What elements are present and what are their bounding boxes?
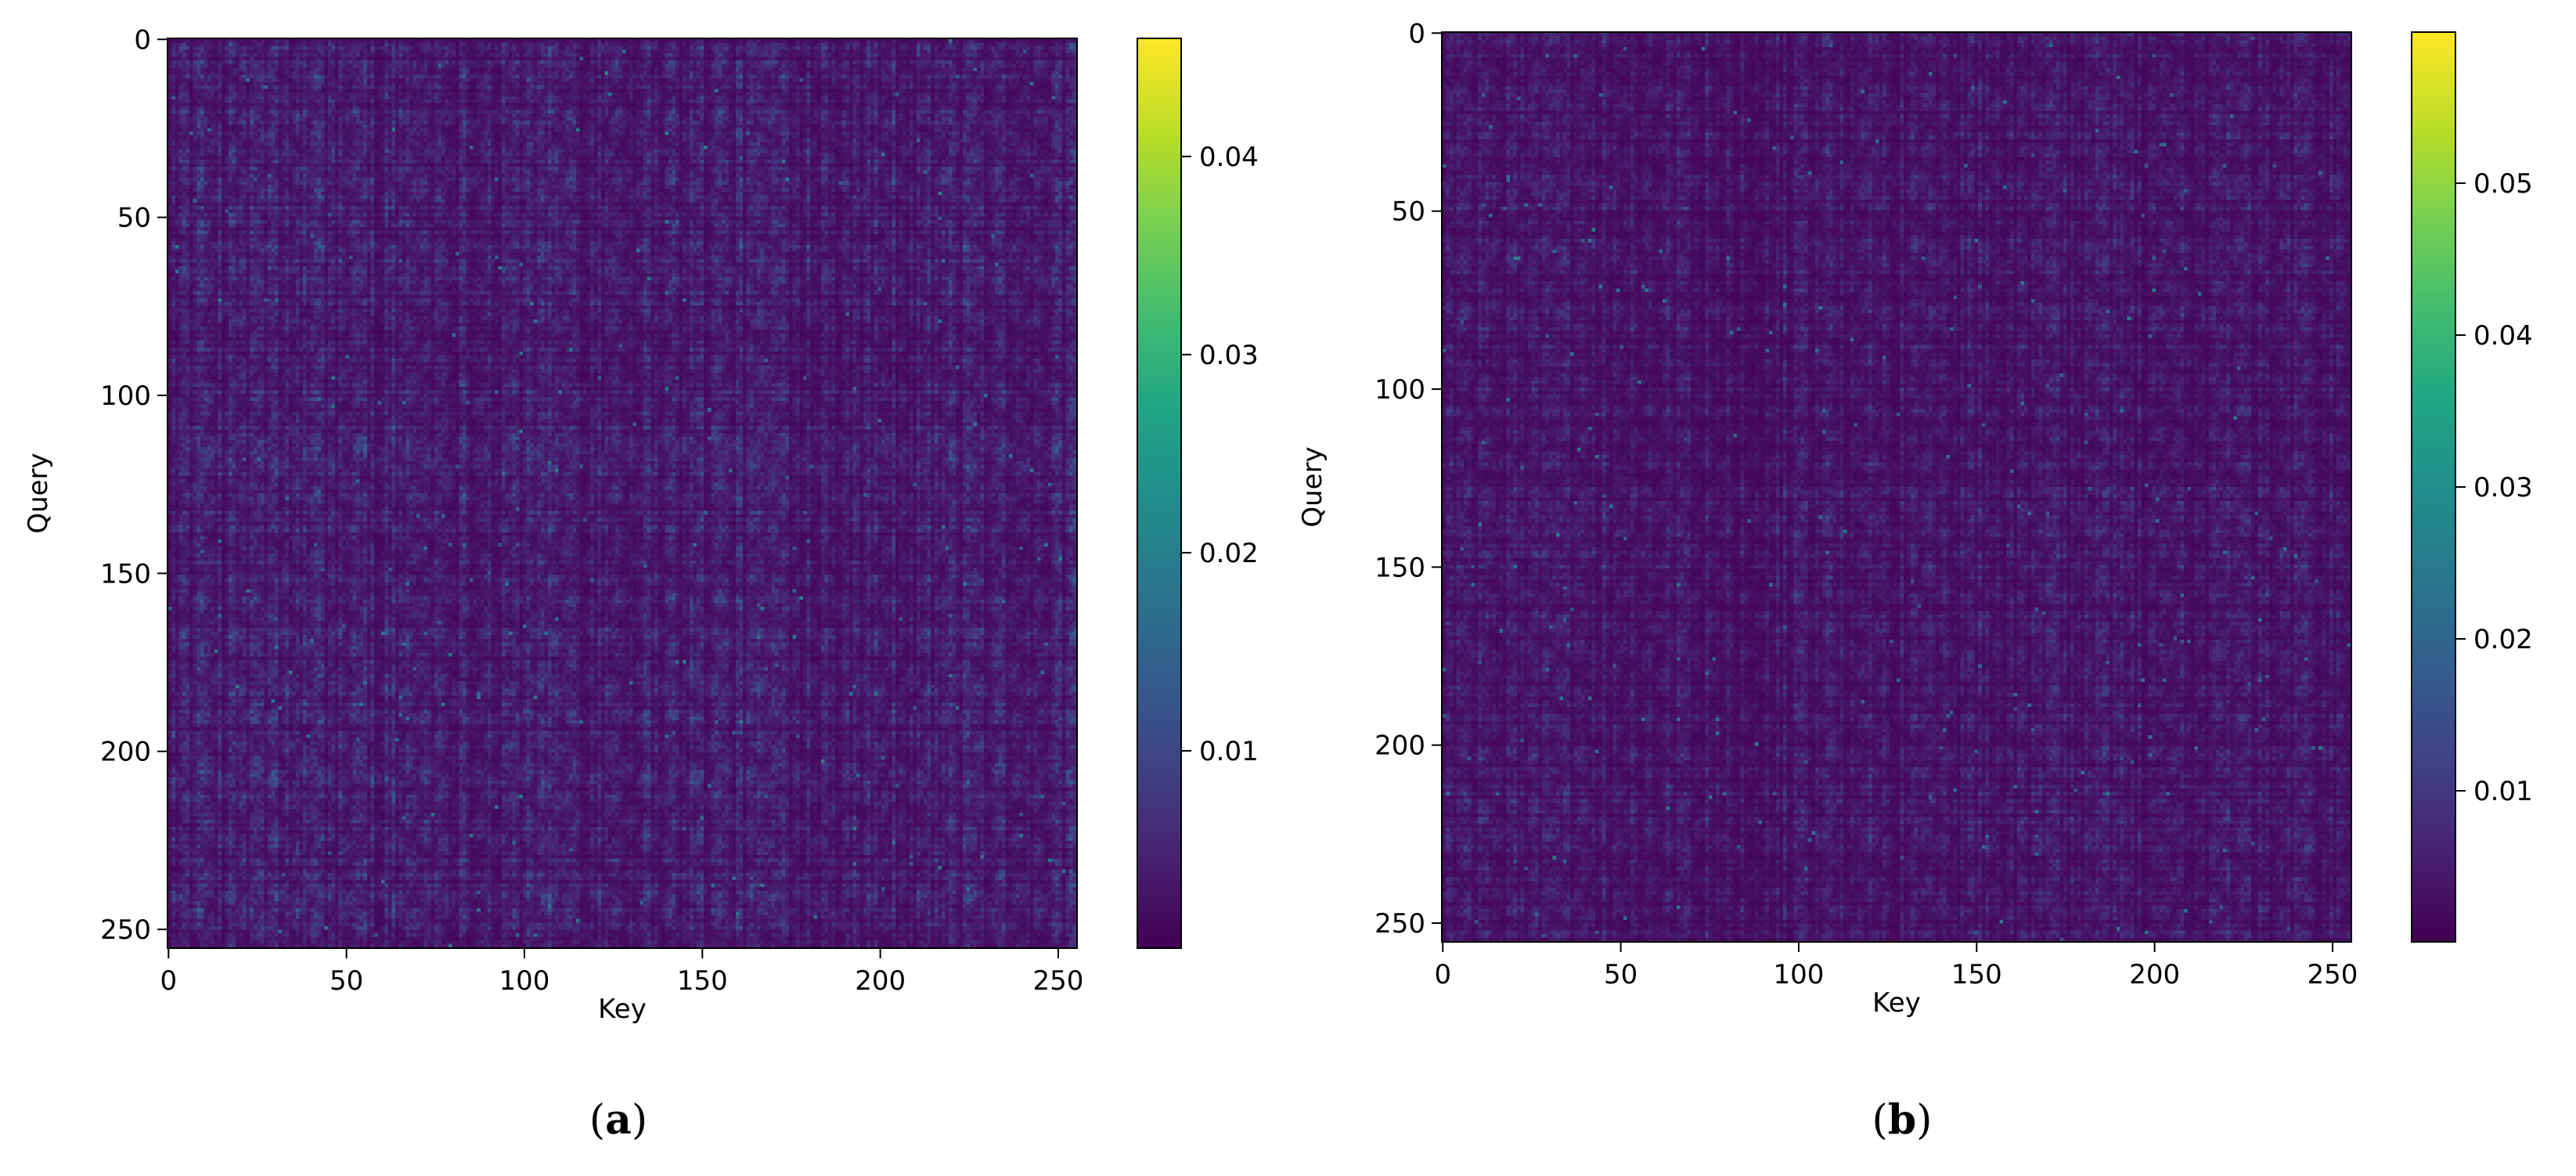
x-tick-label-b-5: 250 bbox=[2308, 959, 2358, 990]
y-tick-label-a-0: 0 bbox=[134, 24, 151, 56]
x-tick-label-b-1: 50 bbox=[1604, 959, 1637, 990]
x-tick-label-b-4: 200 bbox=[2129, 959, 2180, 990]
colorbar-tick-label-b-0: 0.01 bbox=[2473, 776, 2533, 807]
y-tick-label-b-4: 200 bbox=[1374, 730, 1425, 762]
y-tick-label-b-3: 150 bbox=[1374, 552, 1425, 583]
heatmap-b bbox=[1441, 31, 2352, 943]
x-axis-label-b: Key bbox=[1872, 987, 1921, 1019]
y-tick-label-b-5: 250 bbox=[1374, 908, 1425, 940]
colorbar-tick-label-b-1: 0.02 bbox=[2473, 624, 2533, 655]
y-tick-label-a-2: 100 bbox=[100, 381, 151, 412]
y-axis-label-a: Query bbox=[23, 453, 54, 533]
colorbar-tick-label-a-3: 0.04 bbox=[1199, 142, 1259, 173]
y-tick-label-b-2: 100 bbox=[1374, 374, 1425, 406]
y-tick-label-b-0: 0 bbox=[1408, 18, 1425, 49]
heatmap-a-canvas bbox=[168, 39, 1076, 947]
heatmap-a bbox=[167, 38, 1078, 949]
caption-a-open: ( bbox=[589, 1097, 606, 1144]
caption-a-close: ) bbox=[631, 1097, 648, 1144]
x-axis-label-a: Key bbox=[598, 994, 647, 1025]
x-tick-label-a-3: 150 bbox=[677, 965, 728, 997]
y-tick-label-a-5: 250 bbox=[100, 914, 151, 946]
colorbar-a bbox=[1137, 38, 1182, 949]
y-tick-label-a-3: 150 bbox=[100, 558, 151, 590]
colorbar-tick-label-a-2: 0.03 bbox=[1199, 340, 1259, 371]
colorbar-b bbox=[2411, 31, 2456, 943]
colorbar-tick-label-a-0: 0.01 bbox=[1199, 736, 1259, 767]
caption-b: (b) bbox=[1872, 1096, 1933, 1144]
panel-b: 0 50 100 150 200 250 0 50 100 150 200 250 Key Query 0.… bbox=[1284, 0, 2576, 1176]
x-tick-label-b-0: 0 bbox=[1434, 959, 1451, 990]
caption-a: (a) bbox=[589, 1096, 647, 1144]
colorbar-b-gradient bbox=[2412, 33, 2455, 941]
caption-a-letter: a bbox=[605, 1096, 632, 1144]
caption-b-open: ( bbox=[1872, 1097, 1888, 1144]
panel-a: 0 50 100 150 200 250 0 50 100 150 200 250 Key Query 0.… bbox=[0, 0, 1284, 1176]
colorbar-a-gradient bbox=[1138, 39, 1180, 947]
axes-a: 0 50 100 150 200 250 0 50 100 150 200 250 Key Query 0.… bbox=[23, 24, 1259, 1025]
y-tick-label-a-4: 200 bbox=[100, 737, 151, 768]
y-tick-label-a-1: 50 bbox=[117, 203, 151, 234]
y-axis-label-b: Query bbox=[1297, 446, 1328, 527]
x-tick-label-b-3: 150 bbox=[1951, 959, 2002, 990]
colorbar-tick-label-b-4: 0.05 bbox=[2473, 168, 2533, 200]
colorbar-tick-label-b-3: 0.04 bbox=[2473, 320, 2533, 352]
x-tick-label-a-4: 200 bbox=[855, 965, 906, 997]
x-tick-label-b-2: 100 bbox=[1774, 959, 1825, 990]
axes-b: 0 50 100 150 200 250 0 50 100 150 200 250 Key Query 0.… bbox=[1297, 18, 2533, 1019]
y-tick-label-b-1: 50 bbox=[1392, 197, 1425, 228]
heatmap-b-canvas bbox=[1443, 33, 2351, 941]
caption-b-letter: b bbox=[1887, 1096, 1917, 1144]
x-tick-label-a-1: 50 bbox=[330, 965, 363, 997]
x-tick-label-a-2: 100 bbox=[499, 965, 550, 997]
colorbar-tick-label-a-1: 0.02 bbox=[1199, 538, 1259, 569]
x-tick-label-a-5: 250 bbox=[1033, 965, 1084, 997]
caption-b-close: ) bbox=[1916, 1097, 1933, 1144]
x-tick-label-a-0: 0 bbox=[160, 965, 177, 997]
colorbar-tick-label-b-2: 0.03 bbox=[2473, 472, 2533, 503]
